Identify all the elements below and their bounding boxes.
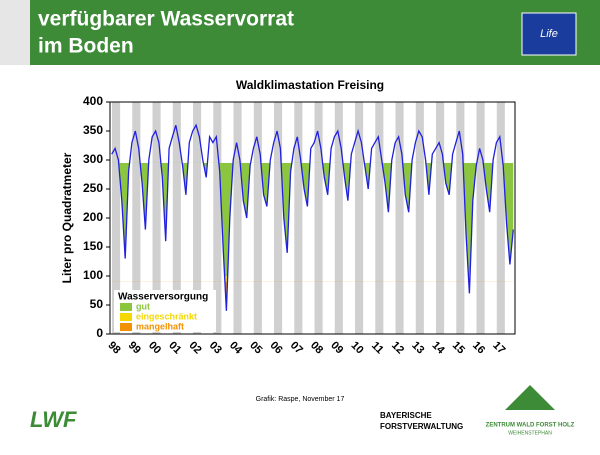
legend-label: mangelhaft <box>136 321 184 331</box>
zentrum-logo: ZENTRUM WALD FORST HOLZ <box>486 423 575 429</box>
year-band <box>193 102 202 334</box>
year-band <box>152 102 161 334</box>
y-tick-label: 50 <box>90 297 104 311</box>
eu-logo-text: Life <box>540 28 558 40</box>
year-band <box>274 102 283 334</box>
year-band <box>456 102 465 334</box>
zentrum-logo: WEIHENSTEPHAN <box>508 430 552 436</box>
year-band <box>355 102 364 334</box>
header-title: im Boden <box>38 35 134 58</box>
y-tick-label: 200 <box>83 210 103 224</box>
year-band <box>496 102 505 334</box>
y-tick-label: 100 <box>83 268 103 282</box>
plot-frame <box>109 101 516 335</box>
water-line <box>111 123 514 311</box>
year-band <box>476 102 485 334</box>
zentrum-icon <box>505 385 555 410</box>
y-tick-label: 350 <box>83 123 103 137</box>
year-band <box>375 102 384 334</box>
header-bar <box>0 0 600 65</box>
legend-label: eingeschränkt <box>136 311 197 321</box>
header-title: verfügbarer Wasservorrat <box>38 8 294 31</box>
year-band <box>436 102 445 334</box>
legend-swatch <box>120 323 132 331</box>
year-band <box>172 102 181 334</box>
year-band <box>112 102 121 334</box>
chart-title: Waldklimastation Freising <box>236 78 384 92</box>
year-band <box>314 102 323 334</box>
y-tick-label: 300 <box>83 152 103 166</box>
year-band <box>334 102 343 334</box>
y-tick-label: 400 <box>83 94 103 108</box>
lwf-logo: LWF <box>30 407 77 432</box>
credit: Grafik: Raspe, November 17 <box>256 396 345 403</box>
bayern-logo: BAYERISCHE <box>380 411 432 420</box>
y-tick-label: 150 <box>83 239 103 253</box>
y-tick-label: 250 <box>83 181 103 195</box>
legend-title: Wasserversorgung <box>118 292 208 303</box>
legend-label: gut <box>136 301 150 311</box>
eu-logo <box>521 12 577 56</box>
year-band <box>294 102 303 334</box>
year-band <box>253 102 262 334</box>
bayern-logo: FORSTVERWALTUNG <box>380 422 463 431</box>
year-band <box>213 102 222 334</box>
year-band <box>233 102 242 334</box>
legend-swatch <box>120 313 132 321</box>
y-tick-label: 0 <box>96 326 103 340</box>
supply-fill <box>111 162 514 311</box>
year-band <box>415 102 424 334</box>
y-axis-label: Liter pro Quadratmeter <box>60 152 74 283</box>
header-strip <box>0 0 30 65</box>
year-band <box>395 102 404 334</box>
legend-swatch <box>120 303 132 311</box>
year-band <box>132 102 141 334</box>
